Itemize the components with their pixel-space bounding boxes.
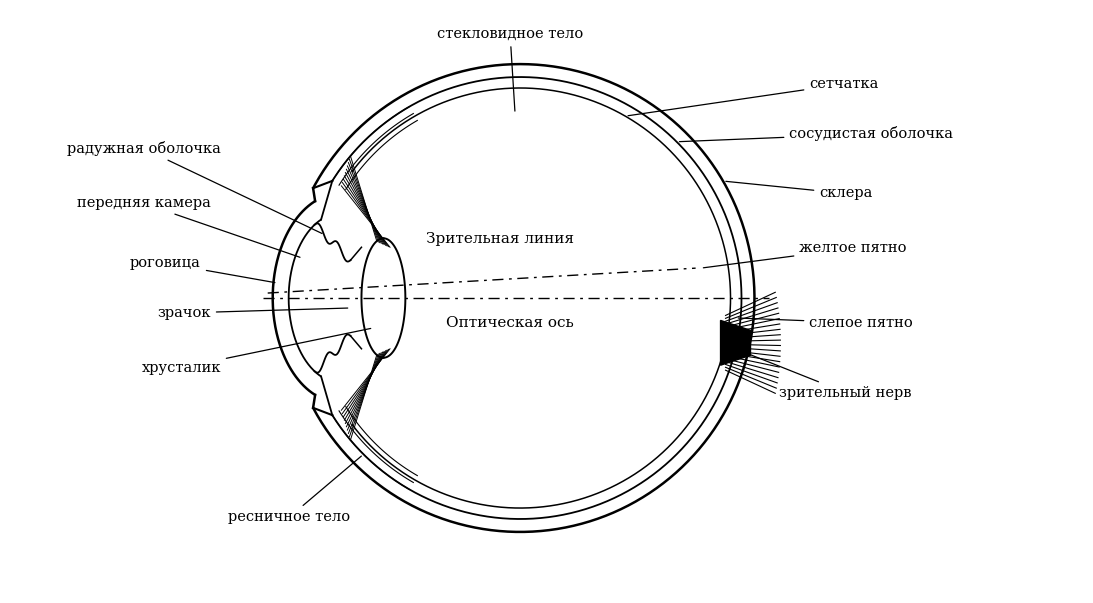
Text: зрительный нерв: зрительный нерв [748,354,912,400]
Text: хрусталик: хрусталик [141,329,371,374]
Text: роговица: роговица [130,256,275,283]
Text: сосудистая оболочка: сосудистая оболочка [680,126,953,142]
Text: Зрительная линия: Зрительная линия [426,232,574,246]
Text: передняя камера: передняя камера [77,197,299,257]
Text: склера: склера [726,182,872,201]
Text: ресничное тело: ресничное тело [228,456,362,524]
Text: слепое пятно: слепое пятно [738,316,913,330]
Text: зрачок: зрачок [157,306,348,320]
Text: стекловидное тело: стекловидное тело [437,27,584,111]
Text: желтое пятно: желтое пятно [704,241,907,268]
Text: Оптическая ось: Оптическая ось [446,316,574,330]
Text: радужная оболочка: радужная оболочка [67,141,322,233]
Text: сетчатка: сетчатка [628,77,879,116]
Polygon shape [720,320,751,365]
